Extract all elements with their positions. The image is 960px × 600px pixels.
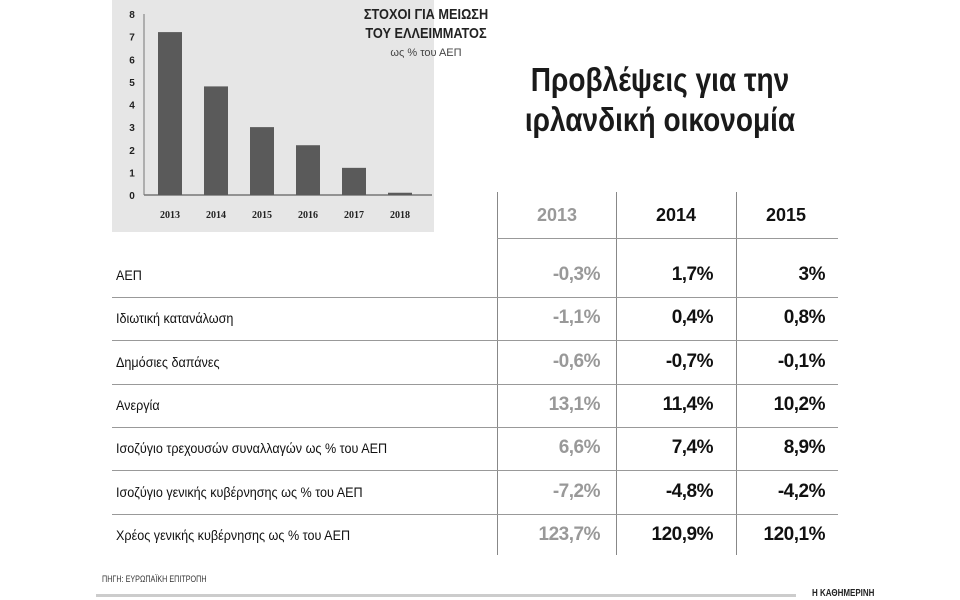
- chart-plot: 0 1 2 3 4 5 6 7 8 2013 2014 2015 2016 2017 2018: [129, 10, 432, 221]
- deficit-chart: 0 1 2 3 4 5 6 7 8 2013 2014 2015 2016 2017 2018 ΣΤΟΧΟΙ…: [112, 0, 488, 232]
- x-tick-label: 2018: [390, 210, 410, 221]
- y-tick-label: 1: [129, 168, 135, 179]
- table-row: Ανεργία 13,1% 11,4% 10,2%: [112, 385, 838, 428]
- table-row: Χρέος γενικής κυβέρνησης ως % του ΑΕΠ 123…: [112, 515, 838, 558]
- y-tick-label: 6: [129, 55, 135, 66]
- table-row: Ισοζύγιο γενικής κυβέρνησης ως % του ΑΕΠ…: [112, 472, 838, 515]
- cell-2013: -0,3%: [552, 264, 601, 285]
- row-label: ΑΕΠ: [116, 267, 142, 283]
- header-divider: [497, 238, 838, 239]
- cell-2013: 123,7%: [538, 523, 601, 545]
- headline-line2: ιρλανδική οικονομία: [524, 101, 796, 138]
- chart-title-line1: ΣΤΟΧΟΙ ΓΙΑ ΜΕΙΩΣΗ: [363, 6, 489, 23]
- x-tick-label: 2016: [298, 210, 318, 221]
- brand-logo: Η ΚΑΘΗΜΕΡΙΝΗ: [812, 588, 875, 599]
- footer-divider: [96, 594, 796, 597]
- cell-2015: -4,2%: [777, 480, 826, 502]
- row-divider: [112, 297, 838, 298]
- cell-2014: 7,4%: [671, 437, 714, 459]
- y-tick-label: 0: [129, 191, 135, 202]
- bar-2015: [250, 127, 274, 195]
- bar-2017: [342, 167, 366, 195]
- cell-2015: 120,1%: [763, 523, 826, 545]
- col-header-2013: 2013: [536, 205, 578, 225]
- row-label: Ισοζύγιο γενικής κυβέρνησης ως % του ΑΕΠ: [116, 483, 363, 500]
- cell-2014: 1,7%: [671, 264, 714, 285]
- row-label: Δημόσιες δαπάνες: [116, 353, 220, 370]
- table-divider: [616, 192, 617, 555]
- table-row: Δημόσιες δαπάνες -0,6% -0,7% -0,1%: [112, 342, 838, 385]
- col-header-2015: 2015: [765, 205, 807, 225]
- bar-2014: [204, 86, 228, 195]
- cell-2013: -1,1%: [552, 307, 601, 329]
- cell-2014: -4,8%: [665, 480, 714, 502]
- y-tick-label: 7: [129, 33, 135, 44]
- y-tick-label: 8: [129, 10, 135, 21]
- row-divider: [112, 513, 838, 515]
- cell-2013: -0,6%: [552, 350, 601, 372]
- y-tick-label: 3: [129, 123, 135, 134]
- row-divider: [112, 426, 838, 428]
- row-label: Ιδιωτική κατανάλωση: [116, 310, 234, 327]
- x-tick-label: 2017: [344, 210, 364, 221]
- table-divider: [497, 192, 498, 555]
- row-divider: [112, 383, 838, 385]
- y-tick-label: 2: [129, 146, 135, 157]
- cell-2015: 10,2%: [773, 393, 826, 415]
- row-label: Ισοζύγιο τρεχουσών συναλλαγών ως % του Α…: [116, 440, 388, 457]
- cell-2015: 3%: [798, 264, 826, 285]
- col-header-2014: 2014: [655, 205, 697, 225]
- cell-2014: 120,9%: [651, 523, 714, 545]
- cell-2015: 8,9%: [783, 437, 826, 459]
- bar-2013: [158, 32, 182, 195]
- cell-2014: 0,4%: [671, 307, 714, 329]
- table-row: ΑΕΠ -0,3% 1,7% 3%: [112, 255, 838, 298]
- x-tick-label: 2013: [160, 210, 180, 221]
- source-note: ΠΗΓΗ: ΕΥΡΩΠΑΪΚΗ ΕΠΙΤΡΟΠΗ: [102, 574, 207, 584]
- table-row: Ιδιωτική κατανάλωση -1,1% 0,4% 0,8%: [112, 298, 838, 342]
- chart-title-line2: ΤΟΥ ΕΛΛΕΙΜΜΑΤΟΣ: [365, 25, 487, 42]
- cell-2014: 11,4%: [662, 393, 714, 415]
- cell-2013: 13,1%: [548, 393, 601, 415]
- x-tick-label: 2015: [252, 210, 272, 221]
- x-tick-label: 2014: [206, 210, 226, 221]
- cell-2014: -0,7%: [665, 350, 714, 372]
- cell-2015: 0,8%: [783, 307, 826, 329]
- cell-2013: -7,2%: [552, 480, 601, 502]
- row-label: Χρέος γενικής κυβέρνησης ως % του ΑΕΠ: [116, 526, 351, 543]
- y-tick-label: 4: [129, 101, 135, 112]
- bar-2016: [296, 145, 320, 195]
- y-tick-label: 5: [129, 78, 135, 89]
- row-divider: [112, 340, 838, 342]
- bar-2018: [388, 192, 412, 195]
- table-row: Ισοζύγιο τρεχουσών συναλλαγών ως % του Α…: [112, 428, 838, 472]
- table-divider: [736, 192, 737, 555]
- cell-2013: 6,6%: [558, 437, 601, 459]
- headline: Προβλέψεις για την ιρλανδική οικονομία: [507, 60, 813, 140]
- chart-subtitle: ως % του ΑΕΠ: [390, 47, 462, 59]
- row-label: Ανεργία: [116, 396, 160, 413]
- headline-line1: Προβλέψεις για την: [530, 61, 790, 98]
- cell-2015: -0,1%: [777, 350, 826, 372]
- row-divider: [112, 470, 838, 472]
